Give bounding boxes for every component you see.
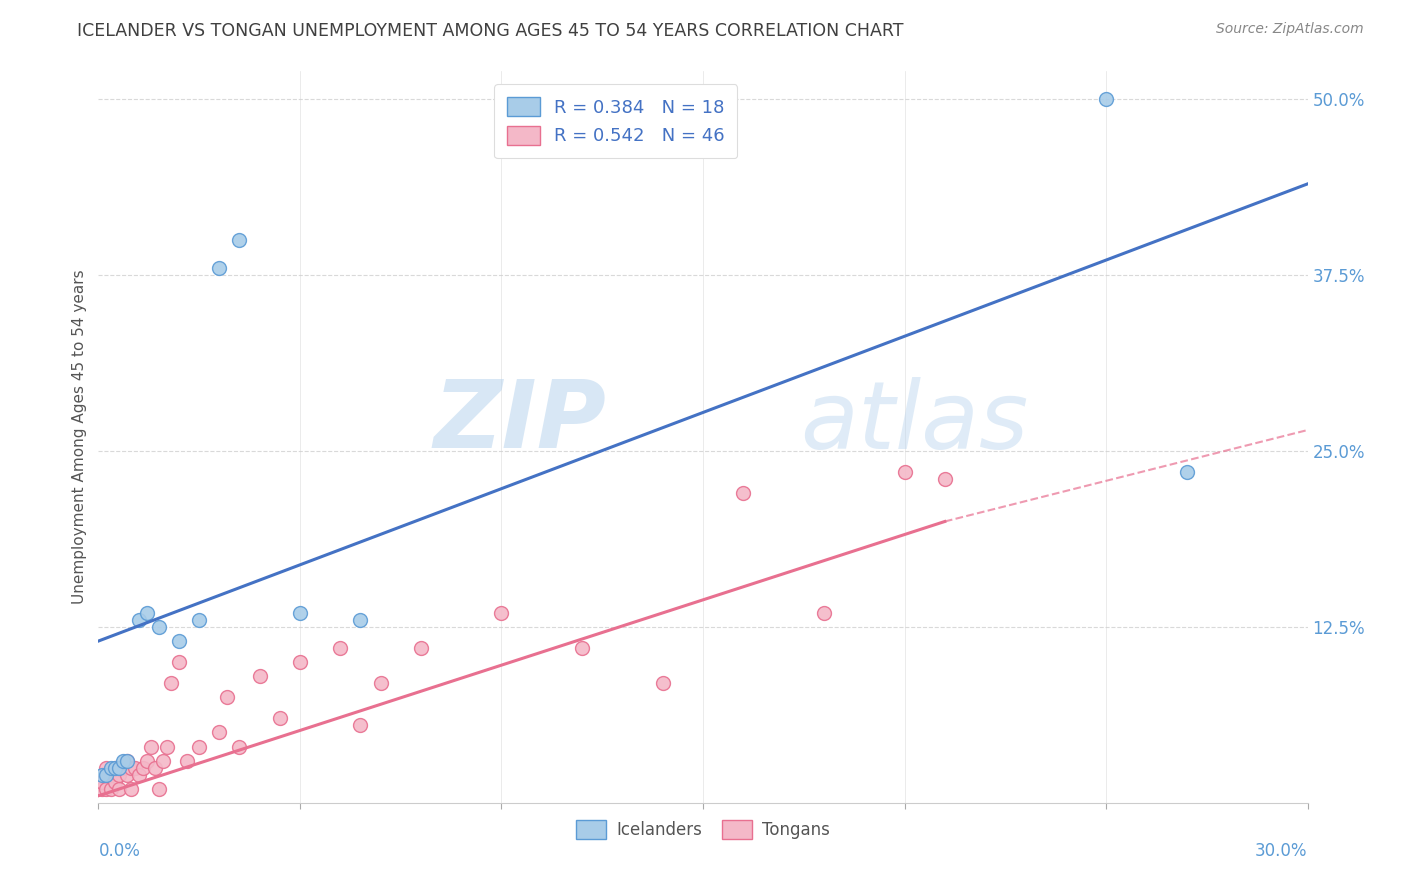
Point bbox=[96, 781, 118, 796]
Point bbox=[91, 774, 114, 789]
Point bbox=[733, 486, 755, 500]
Point bbox=[111, 754, 134, 768]
Point bbox=[132, 761, 155, 775]
Point bbox=[349, 613, 371, 627]
Point bbox=[124, 761, 146, 775]
Point bbox=[96, 767, 118, 781]
Point bbox=[148, 620, 170, 634]
Text: ICELANDER VS TONGAN UNEMPLOYMENT AMONG AGES 45 TO 54 YEARS CORRELATION CHART: ICELANDER VS TONGAN UNEMPLOYMENT AMONG A… bbox=[77, 22, 904, 40]
Point bbox=[188, 613, 211, 627]
Point bbox=[160, 676, 183, 690]
Point bbox=[115, 754, 138, 768]
Point bbox=[934, 472, 956, 486]
Point bbox=[96, 767, 118, 781]
Legend: Icelanders, Tongans: Icelanders, Tongans bbox=[569, 814, 837, 846]
Point bbox=[148, 781, 170, 796]
Point bbox=[491, 606, 513, 620]
Point bbox=[100, 761, 122, 775]
Point bbox=[107, 781, 129, 796]
Point bbox=[208, 725, 231, 739]
Point bbox=[115, 767, 138, 781]
Point bbox=[893, 465, 915, 479]
Point bbox=[228, 739, 250, 754]
Point bbox=[103, 761, 125, 775]
Point bbox=[167, 634, 190, 648]
Point bbox=[152, 754, 174, 768]
Y-axis label: Unemployment Among Ages 45 to 54 years: Unemployment Among Ages 45 to 54 years bbox=[72, 269, 87, 605]
Point bbox=[100, 781, 122, 796]
Point bbox=[120, 781, 142, 796]
Text: atlas: atlas bbox=[800, 377, 1028, 468]
Point bbox=[1095, 93, 1118, 107]
Point bbox=[107, 767, 129, 781]
Point bbox=[176, 754, 198, 768]
Point bbox=[96, 761, 118, 775]
Point bbox=[135, 606, 157, 620]
Point bbox=[208, 261, 231, 276]
Point bbox=[329, 641, 352, 656]
Point bbox=[100, 767, 122, 781]
Point bbox=[103, 774, 125, 789]
Point bbox=[1175, 465, 1198, 479]
Point bbox=[813, 606, 835, 620]
Point bbox=[370, 676, 392, 690]
Point bbox=[156, 739, 179, 754]
Point bbox=[217, 690, 239, 705]
Point bbox=[288, 655, 311, 669]
Point bbox=[120, 761, 142, 775]
Point bbox=[228, 233, 250, 247]
Text: Source: ZipAtlas.com: Source: ZipAtlas.com bbox=[1216, 22, 1364, 37]
Point bbox=[349, 718, 371, 732]
Point bbox=[91, 781, 114, 796]
Point bbox=[269, 711, 291, 725]
Text: 30.0%: 30.0% bbox=[1256, 842, 1308, 860]
Point bbox=[409, 641, 432, 656]
Point bbox=[115, 754, 138, 768]
Point bbox=[571, 641, 593, 656]
Point bbox=[111, 761, 134, 775]
Point bbox=[107, 761, 129, 775]
Point bbox=[128, 613, 150, 627]
Point bbox=[249, 669, 271, 683]
Text: 0.0%: 0.0% bbox=[98, 842, 141, 860]
Point bbox=[91, 767, 114, 781]
Point bbox=[167, 655, 190, 669]
Point bbox=[139, 739, 162, 754]
Text: ZIP: ZIP bbox=[433, 376, 606, 468]
Point bbox=[143, 761, 166, 775]
Point bbox=[651, 676, 673, 690]
Point bbox=[103, 761, 125, 775]
Point bbox=[135, 754, 157, 768]
Point bbox=[188, 739, 211, 754]
Point bbox=[288, 606, 311, 620]
Point bbox=[128, 767, 150, 781]
